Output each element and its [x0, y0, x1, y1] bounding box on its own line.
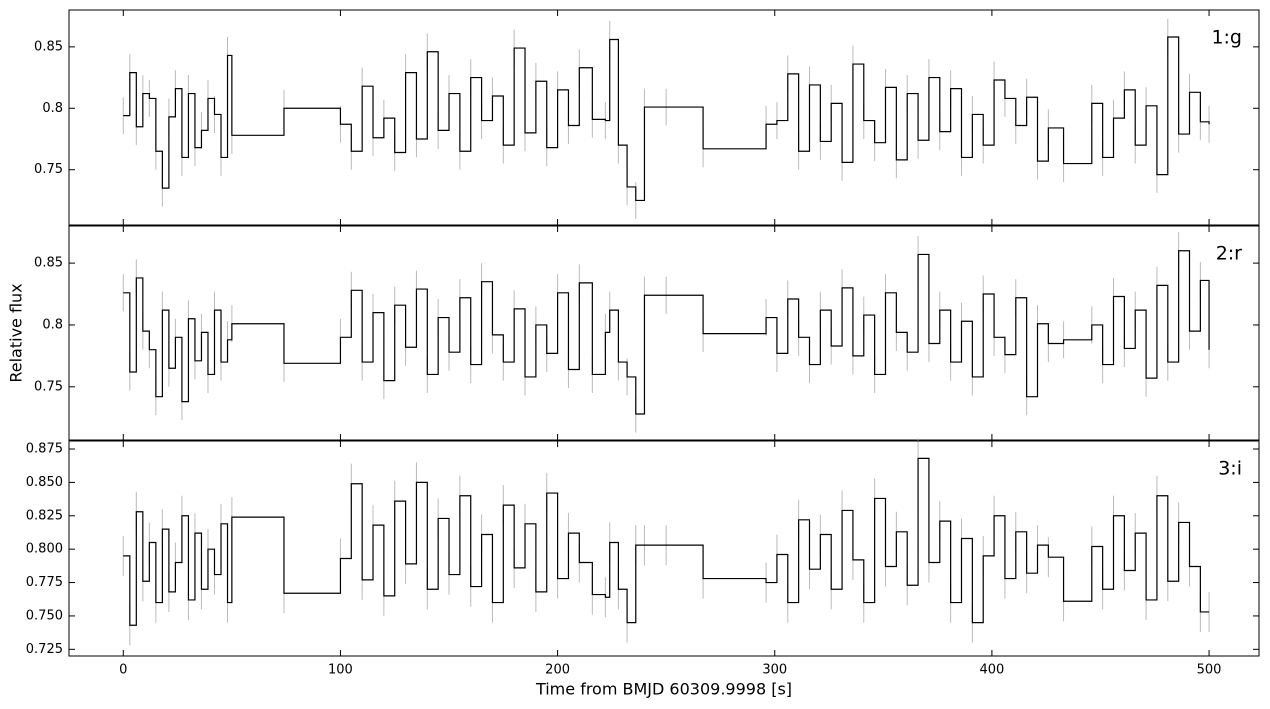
y-tick-label: 0.725 [26, 642, 63, 657]
y-tick-label: 0.750 [26, 608, 63, 623]
x-tick-label: 400 [979, 663, 1004, 678]
x-tick-label: 100 [328, 663, 353, 678]
y-tick-label: 0.825 [26, 508, 63, 523]
x-tick-label: 300 [762, 663, 787, 678]
y-tick-label: 0.875 [26, 442, 63, 457]
light-curve [123, 250, 1210, 415]
y-tick-label: 0.75 [34, 379, 63, 394]
light-curve [123, 36, 1210, 202]
x-tick-label: 200 [545, 663, 570, 678]
y-tick-label: 0.85 [34, 39, 63, 54]
y-tick-label: 0.8 [42, 101, 63, 116]
x-axis-label: Time from BMJD 60309.9998 [s] [535, 680, 792, 699]
panel-label: 1:g [1211, 27, 1242, 49]
y-tick-label: 0.75 [34, 162, 63, 177]
panel-label: 3:i [1218, 458, 1242, 480]
y-tick-label: 0.8 [42, 317, 63, 332]
plot-frame [68, 225, 1260, 441]
x-tick-label: 500 [1197, 663, 1222, 678]
y-axis-label: Relative flux [7, 283, 26, 382]
y-tick-label: 0.775 [26, 575, 63, 590]
y-tick-label: 0.85 [34, 256, 63, 271]
light-curve [123, 457, 1210, 626]
y-tick-label: 0.850 [26, 475, 63, 490]
panel-label: 2:r [1216, 243, 1242, 265]
plot-frame [68, 9, 1260, 226]
x-tick-label: 0 [119, 663, 127, 678]
y-tick-label: 0.800 [26, 542, 63, 557]
plot-frame [68, 440, 1260, 657]
